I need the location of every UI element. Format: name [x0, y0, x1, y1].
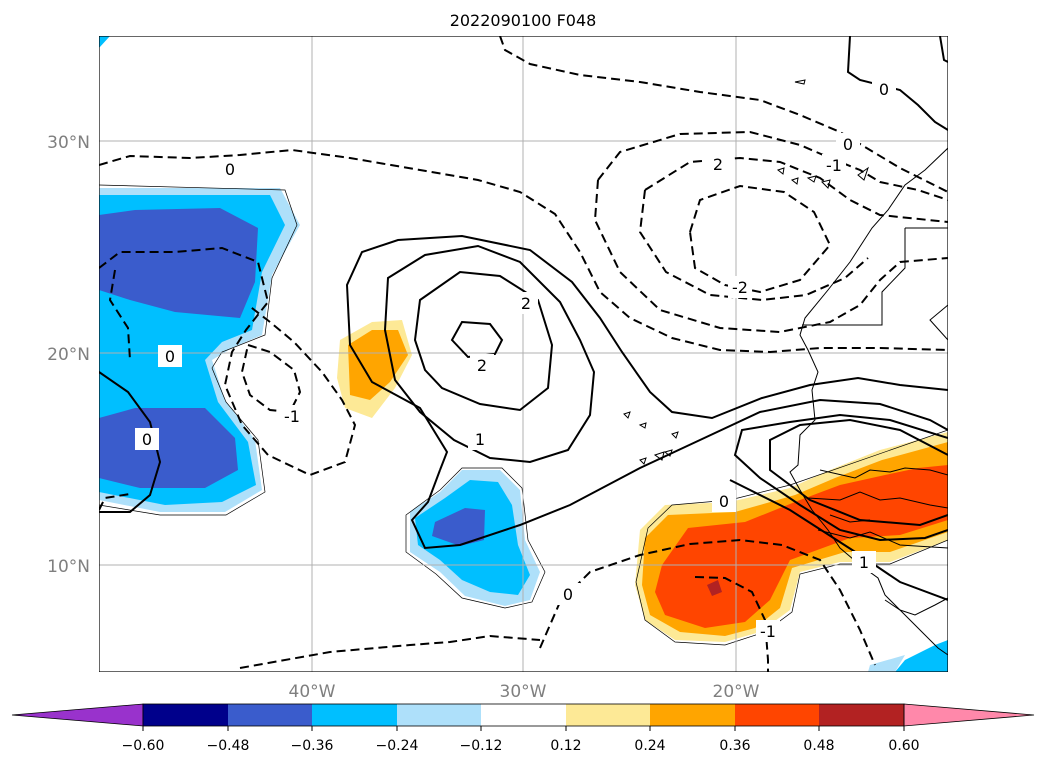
contour-label-two-high-b: 2	[477, 356, 487, 375]
negative-anomaly-shading-central	[410, 470, 948, 672]
colorbar-frame	[142, 703, 905, 727]
colorbar-labels: −0.60 −0.48 −0.36 −0.24 −0.12 0.12 0.24 …	[122, 738, 920, 754]
colorbar-segment	[397, 704, 481, 726]
longitude-labels: 40°W 30°W 20°W	[289, 682, 760, 702]
colorbar-over-extension	[903, 703, 1035, 727]
contour-label-neg-two-a: 2	[713, 155, 723, 174]
colorbar-segment	[566, 704, 650, 726]
contour-label-zero-east: 0	[719, 492, 729, 511]
map-panel: 0 2 2 0 -1 0 2 -2 1 0 0 0 -1 0 -1 1	[99, 36, 948, 672]
contour-label-one-central: 1	[475, 430, 485, 449]
colorbar-segment	[735, 704, 819, 726]
colorbar-tick-label: −0.36	[291, 738, 334, 754]
contour-label-zero-south: 0	[563, 585, 573, 604]
colorbar-tick-label: −0.24	[376, 738, 419, 754]
contour-label-boxes	[135, 78, 896, 642]
contour-label-neg-one-south: -1	[760, 622, 776, 641]
latitude-labels: 30°N 20°N 10°N	[47, 133, 90, 577]
contour-label-neg-two-b: -2	[732, 278, 748, 297]
colorbar-segment	[228, 704, 312, 726]
colorbar-tick-label: 0.60	[888, 738, 919, 754]
lat-label-30n: 30°N	[47, 133, 90, 153]
colorbar-tick-label: 0.24	[634, 738, 665, 754]
lon-label-30w: 30°W	[500, 682, 547, 702]
lon-label-20w: 20°W	[713, 682, 760, 702]
contour-label-zero-west: 0	[165, 347, 175, 366]
contour-label-zero-nw: 0	[225, 160, 235, 179]
positive-anomaly-shading	[337, 320, 948, 642]
colorbar-tick-label: 0.36	[719, 738, 750, 754]
negative-contours	[99, 36, 948, 672]
contour-label-two-high-a: 2	[521, 294, 531, 313]
colorbar-tick-label: 0.12	[550, 738, 581, 754]
contour-labels: 0 2 2 0 -1 0 2 -2 1 0 0 0 -1 0 -1 1	[142, 80, 889, 641]
colorbar-tick-label: −0.48	[207, 738, 250, 754]
colorbar: −0.60 −0.48 −0.36 −0.24 −0.12 0.12 0.24 …	[11, 703, 1035, 754]
colorbar-ticks	[142, 726, 905, 731]
grid-lines	[99, 36, 948, 672]
colorbar-segment	[481, 704, 566, 726]
map-title: 2022090100 F048	[450, 11, 597, 30]
positive-contours	[99, 36, 948, 601]
colorbar-segment	[312, 704, 397, 726]
colorbar-tick-label: −0.60	[122, 738, 165, 754]
contour-label-zero-sw: 0	[142, 430, 152, 449]
contour-label-neg-one-ne: -1	[826, 156, 842, 175]
colorbar-tick-label: −0.12	[460, 738, 503, 754]
contour-label-zero-far-ne: 0	[879, 80, 889, 99]
contour-label-zero-ne: 0	[843, 135, 853, 154]
lat-label-10n: 10°N	[47, 557, 90, 577]
lon-label-40w: 40°W	[289, 682, 336, 702]
colorbar-segment	[143, 704, 228, 726]
colorbar-under-extension	[11, 703, 144, 727]
lat-label-20n: 20°N	[47, 345, 90, 365]
coastlines	[623, 79, 948, 656]
contour-label-neg-one-west: -1	[284, 407, 300, 426]
colorbar-tick-label: 0.48	[803, 738, 834, 754]
colorbar-segment	[650, 704, 735, 726]
colorbar-segment	[819, 704, 904, 726]
contour-label-one-se: 1	[859, 553, 869, 572]
